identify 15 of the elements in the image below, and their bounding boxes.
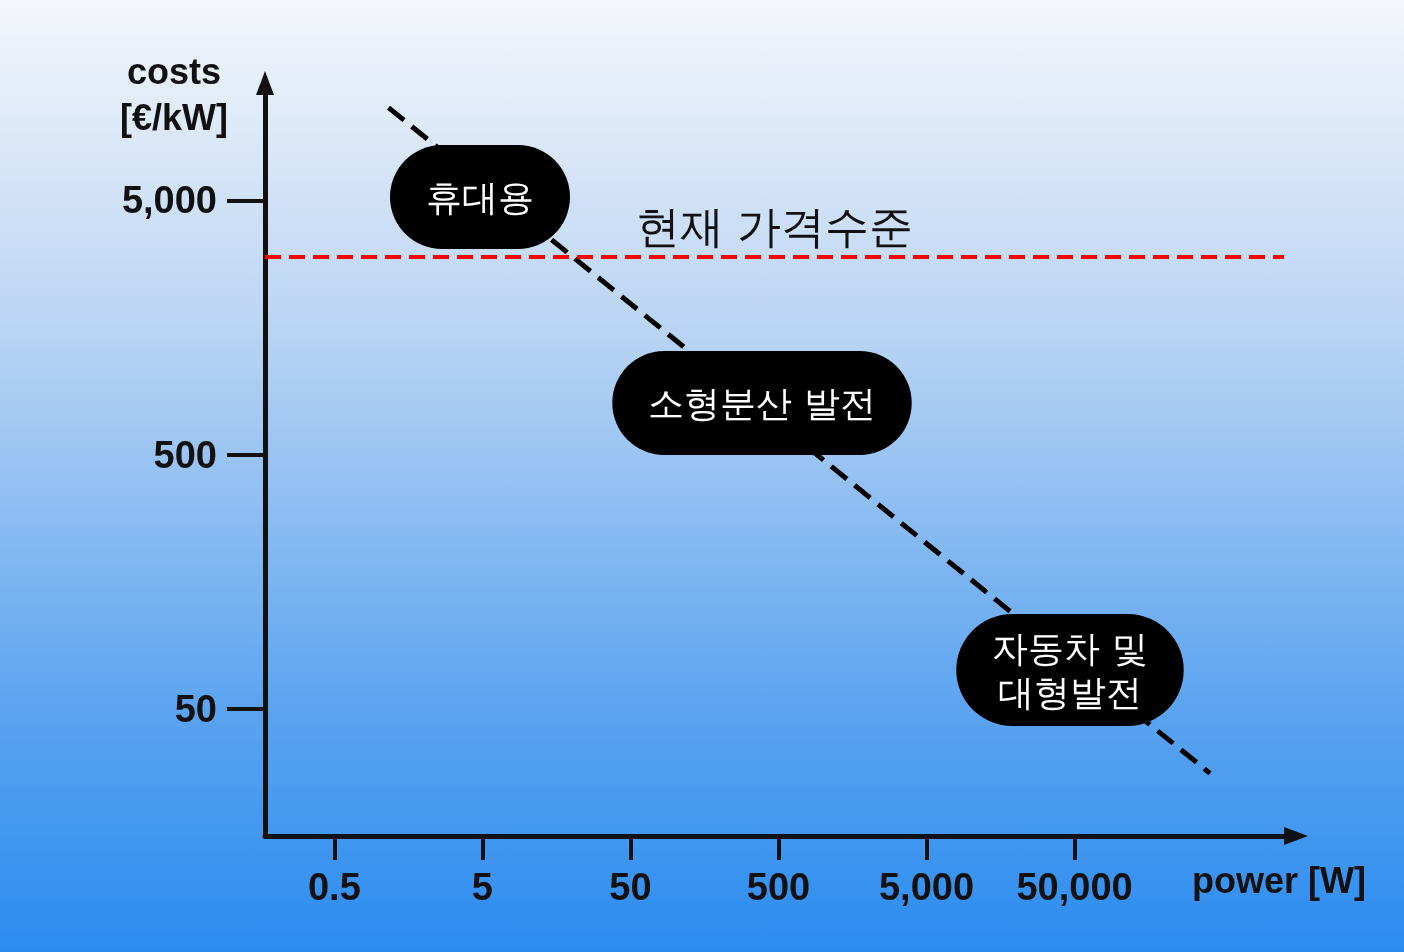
x-tick-label: 50,000 (1016, 866, 1133, 908)
annotation: 자동차 및 대형발전 (992, 627, 1148, 713)
ref-line-label: 현재 가격수준 (635, 201, 914, 253)
x-tick-label: 500 (746, 866, 811, 908)
y-tick-label: 500 (153, 433, 217, 476)
y-tick-label: 5,000 (121, 179, 217, 222)
x-tick-label: 0.5 (307, 866, 361, 908)
x-tick-label: 50 (609, 866, 652, 908)
x-tick-label: 5,000 (878, 866, 975, 908)
annotation: 휴대용 (426, 176, 534, 218)
y-axis-title: costs [€/kW] (120, 50, 228, 138)
x-tick-label: 5 (471, 866, 493, 908)
annotation: 소형분산 발전 (648, 382, 876, 424)
y-tick-label: 50 (174, 687, 217, 730)
x-axis-title: power [W] (1192, 859, 1366, 901)
